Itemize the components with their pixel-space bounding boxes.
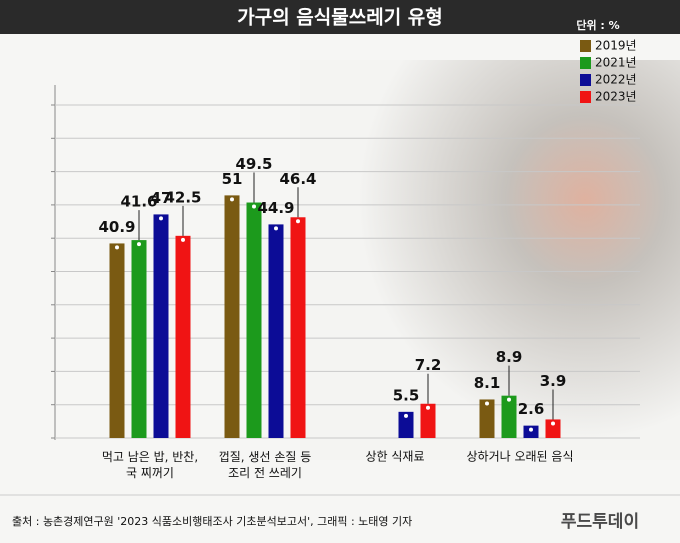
bar <box>224 195 240 438</box>
chart-title: 가구의 음식물쓰레기 유형 <box>237 7 443 29</box>
bar-dot <box>159 216 163 221</box>
value-label: 51 <box>222 170 243 188</box>
unit: 단위 : % <box>576 18 619 32</box>
bar-dot <box>485 401 489 406</box>
value-label: 7.2 <box>415 356 442 374</box>
legend-swatch <box>580 91 591 103</box>
bar <box>290 217 306 438</box>
value-label: 46.4 <box>279 170 316 188</box>
legend-label: 2019년 <box>595 39 637 53</box>
bar <box>501 395 517 438</box>
bar <box>246 202 262 438</box>
x-tick-label: 먹고 남은 밥, 반찬, 국 찌꺼기 <box>102 449 198 480</box>
bar <box>545 419 561 438</box>
bar-dot <box>230 197 234 202</box>
bar <box>523 425 539 438</box>
bar-dot <box>252 204 256 209</box>
bar <box>131 240 147 438</box>
x-tick-label: 껍질, 생선 손질 등 조리 전 쓰레기 <box>219 450 312 480</box>
bar-dot <box>274 226 278 231</box>
legend-swatch <box>580 40 591 52</box>
value-label: 40.9 <box>98 218 135 236</box>
bar-dot <box>137 242 141 247</box>
legend-swatch <box>580 74 591 86</box>
legend-label: 2023년 <box>595 90 637 104</box>
bar <box>268 224 284 438</box>
bar-dot <box>507 397 511 402</box>
bar-dot <box>551 421 555 426</box>
bar-dot <box>426 405 430 410</box>
legend-swatch <box>580 57 591 69</box>
value-label: 42.5 <box>164 188 201 206</box>
photo-background <box>300 60 680 460</box>
value-label: 3.9 <box>540 372 567 390</box>
value-label: 47 <box>151 189 172 207</box>
x-tick-label: 상하거나 오래된 음식 <box>467 450 574 464</box>
value-label: 2.6 <box>518 400 545 418</box>
value-label: 8.9 <box>496 348 523 366</box>
value-label: 8.1 <box>474 374 501 392</box>
bar <box>109 243 125 438</box>
value-label: 41.6 <box>120 193 157 211</box>
title-bar <box>0 0 680 34</box>
source: 출처 : 농촌경제연구원 '2023 식품소비행태조사 기초분석보고서', 그래… <box>12 515 412 528</box>
bar-dot <box>404 413 408 418</box>
bar <box>479 399 495 438</box>
bar <box>420 403 436 438</box>
value-label: 49.5 <box>235 155 272 173</box>
bar <box>175 235 191 438</box>
bar <box>153 214 169 438</box>
logo: 푸드투데이 <box>561 512 639 532</box>
bar-dot <box>296 219 300 224</box>
bar <box>398 411 414 438</box>
bar-dot <box>181 237 185 242</box>
bar-dot <box>529 427 533 432</box>
bar-dot <box>115 245 119 250</box>
legend-label: 2021년 <box>595 56 637 70</box>
value-label: 44.9 <box>257 199 294 217</box>
value-label: 5.5 <box>393 386 420 404</box>
legend-label: 2022년 <box>595 73 637 87</box>
x-tick-label: 상한 식재료 <box>365 450 424 464</box>
